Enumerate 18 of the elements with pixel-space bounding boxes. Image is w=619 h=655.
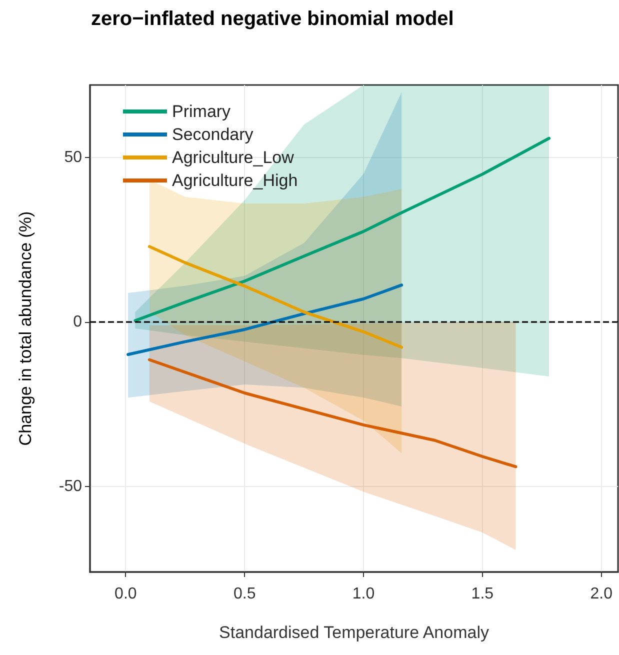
line-series [148,358,518,468]
x-tick-label: 2.0 [590,586,613,602]
legend-label: Secondary [172,125,254,144]
y-tick-label: -50 [58,478,82,495]
line-series [148,245,404,349]
x-tick-label: 1.5 [471,586,494,602]
chart-title: zero−inflated negative binomial model [91,8,454,30]
y-axis-title: Change in total abundance (%) [16,211,35,446]
x-axis-title: Standardised Temperature Anomaly [219,623,490,642]
legend-label: Agriculture_High [172,171,298,190]
x-tick-label: 0.5 [233,586,256,602]
y-tick-label: 0 [73,313,82,330]
y-tick-label: 50 [64,148,82,166]
legend-label: Agriculture_Low [172,148,295,167]
x-tick-label: 1.0 [352,586,375,602]
line-series [126,284,404,356]
x-tick-label: 0.0 [114,586,137,602]
legend-label: Primary [172,102,232,121]
